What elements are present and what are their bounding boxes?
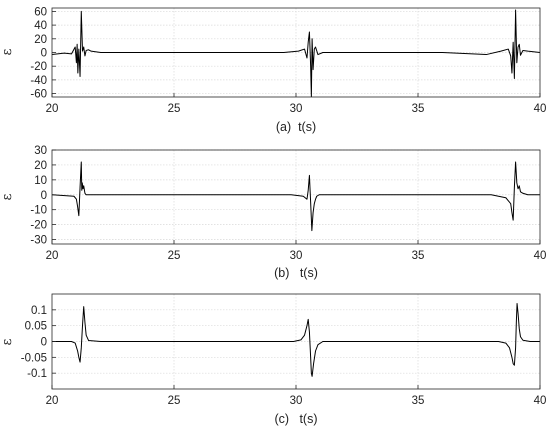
x-tick-label: 25	[168, 250, 181, 262]
x-tick-label: 35	[412, 103, 425, 115]
y-tick-label: -30	[30, 235, 47, 247]
x-tick-label: 40	[534, 250, 547, 262]
series-line-1	[52, 9, 540, 97]
y-tick-label: -60	[30, 89, 47, 101]
y-tick-label: 60	[34, 6, 47, 18]
y-tick-label: 0	[41, 48, 47, 60]
y-tick-label: 30	[34, 145, 47, 157]
x-tick-label: 20	[46, 103, 59, 115]
y-tick-label: 20	[34, 160, 47, 172]
y-axis-label: ε	[0, 48, 15, 55]
y-tick-label: 0	[41, 190, 47, 202]
panel-caption: (c) t(s)	[274, 412, 317, 426]
y-tick-label: 0	[41, 337, 47, 349]
y-tick-label: 40	[34, 20, 47, 32]
panel-caption: (b) t(s)	[274, 266, 318, 280]
y-axis-label: ε	[0, 193, 15, 200]
y-tick-label: -20	[30, 220, 47, 232]
x-tick-label: 20	[46, 395, 59, 407]
y-tick-label: -0.1	[27, 368, 47, 380]
x-tick-label: 20	[46, 250, 59, 262]
x-tick-label: 40	[534, 395, 547, 407]
x-tick-label: 25	[168, 103, 181, 115]
chart-panel-2: 20 25 30 35 40 -30 -20 -10 0 10 20 30 ε (b) t(s)	[0, 145, 546, 280]
plot-frame	[51, 149, 541, 245]
x-tick-label: 35	[412, 250, 425, 262]
series-line-1	[52, 161, 540, 232]
y-tick-label: 0.1	[31, 305, 47, 317]
x-tick-label: 35	[412, 395, 425, 407]
y-tick-label: 10	[34, 175, 47, 187]
y-tick-label: -0.05	[21, 352, 47, 364]
y-tick-label: -40	[30, 75, 47, 87]
y-tick-label: -20	[30, 61, 47, 73]
x-tick-label: 40	[534, 103, 547, 115]
x-tick-label: 30	[290, 395, 303, 407]
x-tick-label: 25	[168, 395, 181, 407]
x-tick-label: 30	[290, 103, 303, 115]
panel-caption: (a) t(s)	[276, 120, 316, 134]
y-tick-label: 0.05	[25, 321, 47, 333]
series-line-1	[52, 303, 540, 377]
chart-panel-3: 20 25 30 35 40 -0.1 -0.05 0 0.05 0.1 ε (c) t(s)	[0, 293, 547, 426]
x-tick-label: 30	[290, 250, 303, 262]
y-tick-label: 20	[34, 34, 47, 46]
y-tick-label: -10	[30, 205, 47, 217]
chart-panel-1: 20 25 30 35 40 -60 -40 -200 20 40 60 ε (a) t(s)	[0, 6, 546, 134]
y-axis-label: ε	[0, 338, 15, 345]
